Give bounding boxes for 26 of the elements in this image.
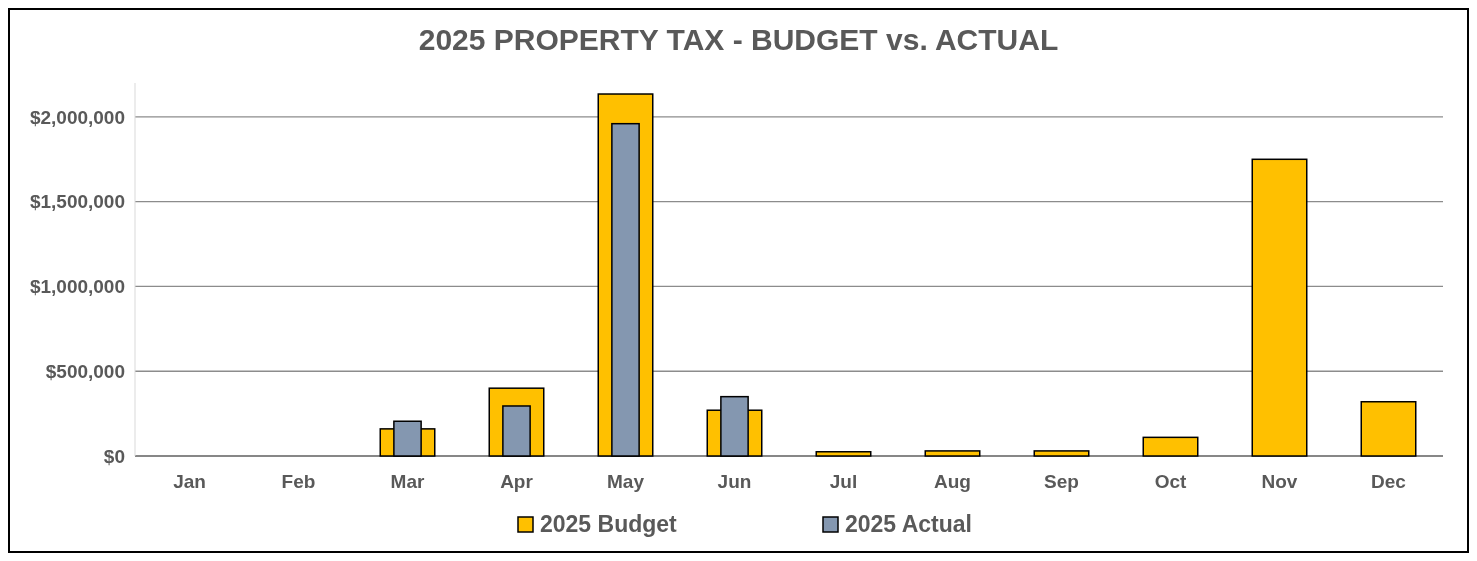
legend-label: 2025 Budget xyxy=(540,511,678,537)
x-tick-label: Jun xyxy=(717,471,752,492)
x-tick-label: Jul xyxy=(829,471,858,492)
y-tick-label: $1,000,000 xyxy=(29,276,125,298)
bar xyxy=(924,450,981,457)
x-tick-label: Aug xyxy=(934,471,971,492)
y-tick-label: $1,500,000 xyxy=(29,191,125,213)
x-tick-label: Mar xyxy=(390,471,425,492)
x-tick-label: Nov xyxy=(1261,471,1298,492)
bar xyxy=(815,451,872,457)
x-tick-label: Jan xyxy=(173,471,206,492)
y-tick-label: $2,000,000 xyxy=(29,106,125,128)
legend-label: 2025 Actual xyxy=(845,511,972,537)
y-tick-label: $0 xyxy=(103,445,125,467)
x-tick-label: Oct xyxy=(1154,471,1187,492)
bar xyxy=(1142,436,1199,457)
x-tick-label: May xyxy=(607,471,645,492)
x-tick-label: Feb xyxy=(281,471,316,492)
bar xyxy=(1360,401,1417,457)
chart-title: 2025 PROPERTY TAX - BUDGET vs. ACTUAL xyxy=(418,23,1059,56)
y-tick-label: $500,000 xyxy=(45,360,125,382)
x-tick-label: Sep xyxy=(1044,471,1079,492)
x-tick-label: Dec xyxy=(1371,471,1407,492)
bar xyxy=(1033,450,1090,457)
x-tick-label: Apr xyxy=(500,471,534,492)
bar xyxy=(1251,158,1308,457)
